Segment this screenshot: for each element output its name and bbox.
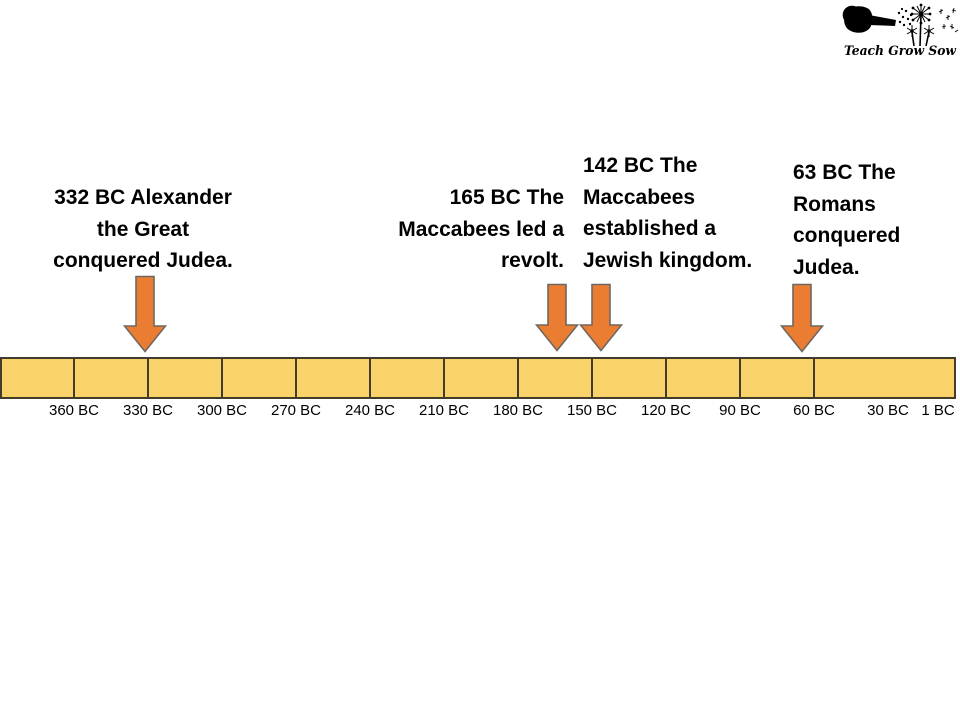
timeline-divider (443, 359, 445, 397)
annotation-line: 142 BC The (583, 154, 698, 177)
annotation-line: 165 BC The (449, 186, 564, 209)
tick-label: 210 BC (418, 402, 470, 419)
dandelion-icon (906, 3, 935, 47)
timeline-divider (295, 359, 297, 397)
tick-label: 60 BC (793, 402, 835, 419)
tick-label: 360 BC (48, 402, 100, 419)
annotation-line: Judea. (793, 255, 860, 279)
arrow-165bc-icon (535, 283, 579, 352)
annotation-line: conquered (793, 224, 901, 247)
timeline-divider (813, 359, 815, 397)
timeline-divider (221, 359, 223, 397)
annotation-line: Maccabees led a (398, 217, 564, 241)
annotation-line: the Great (96, 217, 190, 241)
tick-label: 300 BC (196, 402, 248, 419)
annotation-line: Romans (793, 192, 876, 216)
annotation-line: conquered Judea. (53, 249, 233, 272)
tick-label: 150 BC (566, 402, 618, 419)
timeline-divider (739, 359, 741, 397)
timeline-bar (0, 357, 956, 399)
blowing-seeds (938, 7, 959, 33)
timeline-divider (517, 359, 519, 397)
tick-label: 90 BC (719, 402, 761, 419)
tick-label: 330 BC (122, 402, 174, 419)
arrow-63bc-icon (780, 283, 824, 353)
event-annotation-142bc: 142 BC The Maccabees established a Jewis… (583, 150, 783, 276)
event-annotation-332bc: 332 BC Alexander the Great conquered Jud… (38, 182, 248, 277)
event-annotation-165bc: 165 BC The Maccabees led a revolt. (358, 182, 564, 277)
tick-label: 270 BC (270, 402, 322, 419)
annotation-line: Jewish kingdom. (583, 248, 753, 272)
watering-can-icon (842, 5, 896, 33)
annotation-line: 332 BC Alexander (54, 186, 232, 209)
teach-grow-sow-logo: Teach Grow Sow (842, 3, 959, 59)
timeline-divider (665, 359, 667, 397)
annotation-line: Maccabees (583, 185, 696, 209)
timeline-divider (591, 359, 593, 397)
annotation-line: established a (583, 217, 717, 240)
tick-label: 240 BC (344, 402, 396, 419)
tick-label: 30 BC (867, 402, 909, 419)
timeline-divider (73, 359, 75, 397)
tick-label: 120 BC (640, 402, 692, 419)
arrow-332bc-icon (123, 275, 167, 353)
tick-label: 180 BC (492, 402, 544, 419)
annotation-line: 63 BC The (793, 161, 896, 184)
event-annotation-63bc: 63 BC The Romans conquered Judea. (793, 157, 958, 283)
water-spray-dots (897, 7, 915, 27)
arrow-142bc-icon (579, 283, 623, 352)
timeline-tick-labels: 360 BC 330 BC 300 BC 270 BC 240 BC 210 BC 180 … (0, 402, 960, 424)
timeline-divider (369, 359, 371, 397)
annotation-line: revolt. (500, 249, 564, 272)
timeline-divider (147, 359, 149, 397)
tick-label: 1 BC (921, 402, 955, 419)
logo-text: Teach Grow Sow (844, 44, 957, 59)
